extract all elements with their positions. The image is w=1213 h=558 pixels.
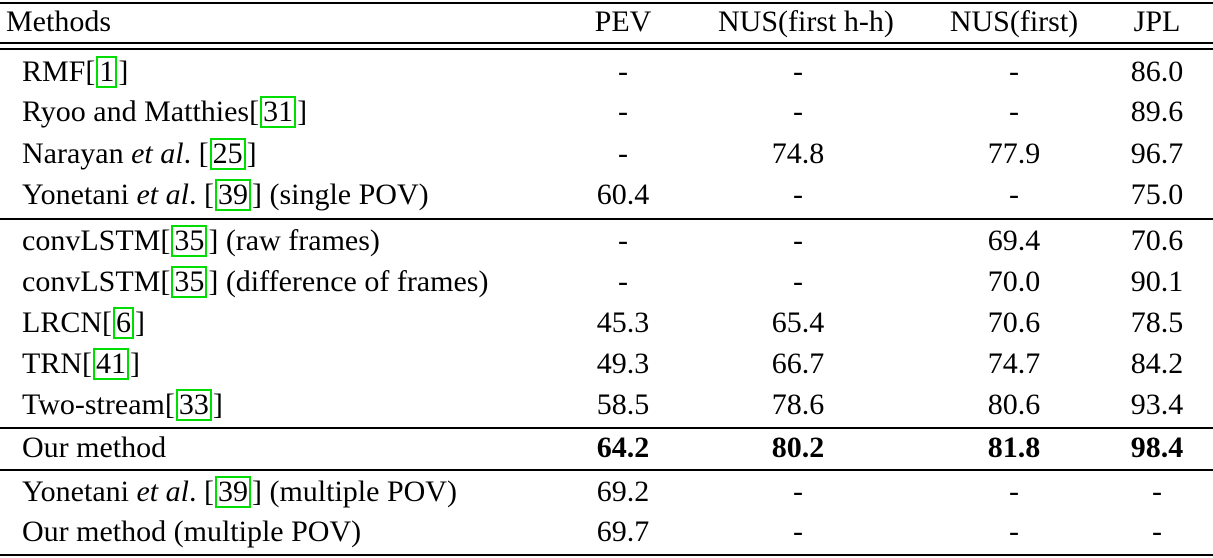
value-pev: 60.4 — [596, 178, 650, 211]
method-name: convLSTM[35] (difference of frames) — [22, 265, 489, 298]
header-rule-1 — [0, 42, 1213, 44]
value-jpl: 89.6 — [1130, 95, 1184, 128]
value-nus-first: - — [1009, 55, 1019, 88]
table-row: Our method (multiple POV) 69.7 - - - — [0, 512, 1213, 552]
method-name: LRCN[6] — [22, 306, 145, 339]
table-row: Narayan et al. [25] - 74.8 77.9 96.7 — [0, 134, 1213, 174]
value-jpl: 93.4 — [1130, 388, 1184, 421]
value-jpl: 70.6 — [1130, 224, 1184, 257]
value-nus-first-hh: 65.4 — [771, 306, 825, 339]
top-rule — [0, 2, 1213, 4]
value-nus-first: 80.6 — [987, 388, 1041, 421]
table-row: Yonetani et al. [39] (multiple POV) 69.2… — [0, 472, 1213, 512]
value-nus-first-hh: - — [793, 178, 803, 211]
table-row: Two-stream[33] 58.5 78.6 80.6 93.4 — [0, 385, 1213, 425]
table-row: convLSTM[35] (difference of frames) - - … — [0, 262, 1213, 302]
group-rule-1 — [0, 218, 1213, 220]
group-rule-2 — [0, 427, 1213, 429]
value-nus-first-hh: - — [793, 224, 803, 257]
header-row: Methods PEV NUS(first h-h) NUS(first) JP… — [0, 2, 1213, 42]
value-nus-first: 70.6 — [987, 306, 1041, 339]
citation-link[interactable]: 6 — [113, 307, 134, 339]
value-nus-first: 77.9 — [987, 137, 1041, 170]
value-pev: 69.7 — [596, 515, 650, 548]
value-jpl: 96.7 — [1130, 137, 1184, 170]
value-nus-first: - — [1009, 95, 1019, 128]
value-nus-first: - — [1009, 178, 1019, 211]
value-nus-first-hh: - — [793, 515, 803, 548]
value-pev: - — [618, 55, 628, 88]
value-pev: - — [618, 95, 628, 128]
method-name: Our method (multiple POV) — [22, 515, 362, 548]
value-pev: 49.3 — [596, 347, 650, 380]
table-row: Yonetani et al. [39] (single POV) 60.4 -… — [0, 175, 1213, 215]
method-name: Ryoo and Matthies[31] — [22, 95, 308, 128]
value-nus-first-hh: - — [793, 95, 803, 128]
value-jpl: - — [1152, 475, 1162, 508]
method-name: Our method — [22, 431, 167, 464]
value-pev: - — [618, 137, 628, 170]
value-jpl: 98.4 — [1130, 431, 1184, 464]
header-pev: PEV — [594, 5, 652, 38]
value-nus-first: 81.8 — [987, 431, 1041, 464]
citation-link[interactable]: 39 — [214, 179, 251, 211]
value-nus-first-hh: - — [793, 265, 803, 298]
value-jpl: 78.5 — [1130, 306, 1184, 339]
value-nus-first: - — [1009, 515, 1019, 548]
citation-link[interactable]: 31 — [260, 96, 297, 128]
value-nus-first: - — [1009, 475, 1019, 508]
value-pev: 69.2 — [596, 475, 650, 508]
header-methods: Methods — [6, 5, 111, 38]
value-jpl: - — [1152, 515, 1162, 548]
table-row-ours: Our method 64.2 80.2 81.8 98.4 — [0, 428, 1213, 468]
table-row: TRN[41] 49.3 66.7 74.7 84.2 — [0, 344, 1213, 384]
header-nus-first-hh: NUS(first h-h) — [718, 5, 894, 38]
method-name: RMF[1] — [22, 55, 129, 88]
method-name: Yonetani et al. [39] (single POV) — [22, 178, 429, 211]
citation-link[interactable]: 35 — [171, 266, 208, 298]
citation-link[interactable]: 41 — [93, 348, 129, 380]
table-row: RMF[1] - - - 86.0 — [0, 52, 1213, 92]
header-nus-first: NUS(first) — [949, 5, 1079, 38]
value-nus-first-hh: 80.2 — [771, 431, 825, 464]
method-name: Narayan et al. [25] — [22, 137, 257, 170]
value-nus-first-hh: - — [793, 475, 803, 508]
header-jpl: JPL — [1133, 5, 1181, 38]
group-rule-3 — [0, 469, 1213, 471]
value-pev: - — [618, 265, 628, 298]
value-nus-first: 74.7 — [987, 347, 1041, 380]
value-pev: 58.5 — [596, 388, 650, 421]
value-pev: - — [618, 224, 628, 257]
header-rule-2 — [0, 48, 1213, 50]
value-jpl: 75.0 — [1130, 178, 1184, 211]
citation-link[interactable]: 35 — [171, 225, 208, 257]
value-jpl: 84.2 — [1130, 347, 1184, 380]
value-pev: 64.2 — [596, 431, 650, 464]
table-row: LRCN[6] 45.3 65.4 70.6 78.5 — [0, 303, 1213, 343]
value-nus-first-hh: 74.8 — [771, 137, 825, 170]
table-row: Ryoo and Matthies[31] - - - 89.6 — [0, 92, 1213, 132]
method-name: Yonetani et al. [39] (multiple POV) — [22, 475, 457, 508]
citation-link[interactable]: 1 — [96, 56, 118, 88]
method-name: TRN[41] — [22, 347, 140, 380]
method-name: convLSTM[35] (raw frames) — [22, 224, 380, 257]
value-nus-first: 69.4 — [987, 224, 1041, 257]
bottom-rule — [0, 554, 1213, 556]
value-nus-first: 70.0 — [987, 265, 1041, 298]
value-pev: 45.3 — [596, 306, 650, 339]
value-nus-first-hh: 66.7 — [771, 347, 825, 380]
citation-link[interactable]: 25 — [209, 138, 246, 170]
citation-link[interactable]: 33 — [175, 389, 212, 421]
value-jpl: 86.0 — [1130, 55, 1184, 88]
value-nus-first-hh: 78.6 — [771, 388, 825, 421]
citation-link[interactable]: 39 — [214, 476, 251, 508]
value-nus-first-hh: - — [793, 55, 803, 88]
method-name: Two-stream[33] — [22, 388, 223, 421]
table-row: convLSTM[35] (raw frames) - - 69.4 70.6 — [0, 221, 1213, 261]
value-jpl: 90.1 — [1130, 265, 1184, 298]
